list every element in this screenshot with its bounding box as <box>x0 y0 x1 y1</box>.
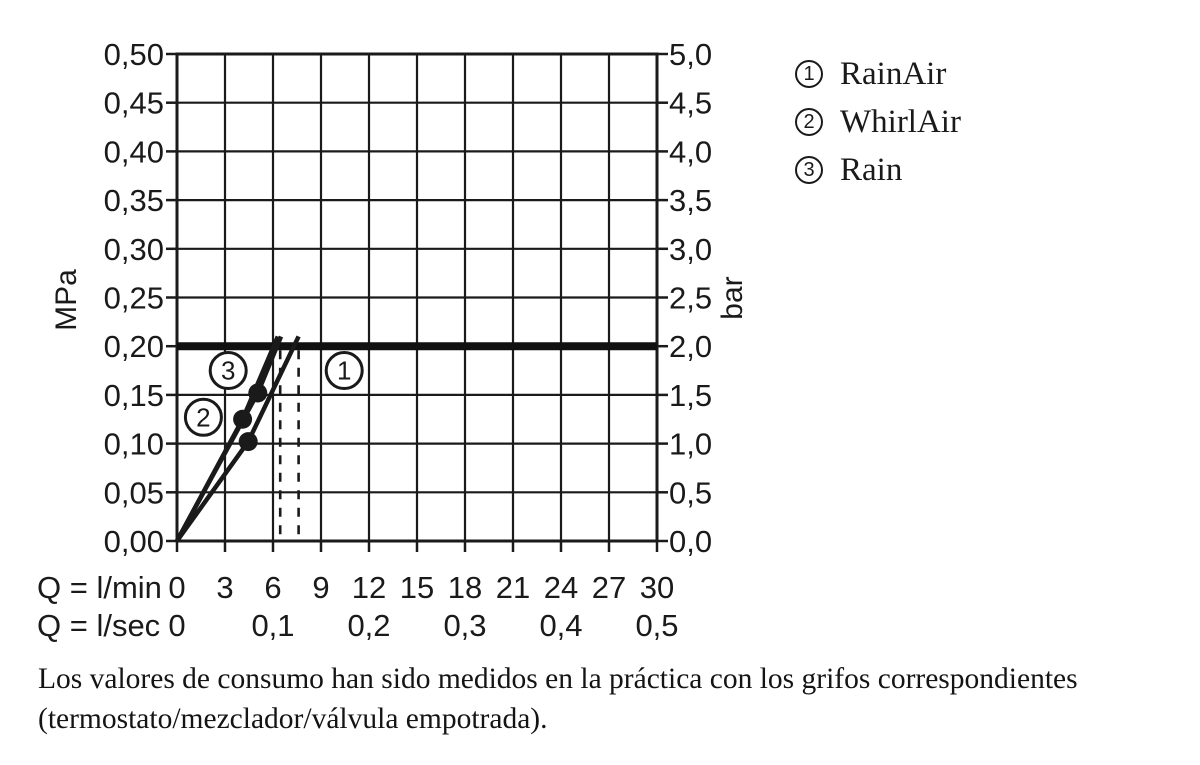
x-lmin-tick-label: 21 <box>496 570 530 605</box>
x-lmin-tick-label: 0 <box>168 570 185 605</box>
legend-label-rain: Rain <box>840 151 903 188</box>
legend-item-rain: 3 Rain <box>795 146 961 194</box>
x-lsec-tick-label: 0,3 <box>443 608 486 643</box>
curve-badge-circle-2 <box>183 397 223 437</box>
y-left-tick-label: 0,05 <box>104 475 164 510</box>
legend-badge-2: 2 <box>795 108 823 136</box>
x-lsec-tick-label: 0 <box>168 608 185 643</box>
x-lsec-tick-label: 0,4 <box>539 608 582 643</box>
y-right-tick-label: 3,0 <box>669 232 712 267</box>
curve-badge-number-2: 2 <box>196 402 210 432</box>
x-lsec-tick-label: 0,2 <box>347 608 390 643</box>
legend: 1 RainAir 2 WhirlAir 3 Rain <box>795 50 961 194</box>
y-right-tick-label: 3,5 <box>669 183 712 218</box>
y-right-tick-label: 0,5 <box>669 475 712 510</box>
x-lmin-tick-label: 9 <box>312 570 329 605</box>
legend-number-1: 1 <box>803 62 815 85</box>
curve-badge-number-1: 1 <box>337 356 351 386</box>
x-lmin-tick-label: 6 <box>264 570 281 605</box>
x-lmin-tick-label: 12 <box>352 570 386 605</box>
curve-badge-circle-1 <box>324 351 364 391</box>
y-right-tick-label: 0,0 <box>669 524 712 559</box>
x-lmin-tick-label: 3 <box>216 570 233 605</box>
y-right-tick-label: 5,0 <box>669 37 712 72</box>
series-dot-rain <box>248 383 268 403</box>
y-axis-left-unit: MPa <box>50 269 83 331</box>
y-left-tick-label: 0,50 <box>104 37 164 72</box>
y-left-tick-label: 0,00 <box>104 524 164 559</box>
curve-badge-number-3: 3 <box>221 356 235 386</box>
x-lsec-tick-label: 0,1 <box>251 608 294 643</box>
y-left-tick-label: 0,45 <box>104 86 164 121</box>
y-right-tick-label: 2,0 <box>669 329 712 364</box>
legend-item-whirlair: 2 WhirlAir <box>795 98 961 146</box>
y-right-tick-label: 4,5 <box>669 86 712 121</box>
legend-badge-1: 1 <box>795 60 823 88</box>
x-lmin-tick-label: 15 <box>400 570 434 605</box>
legend-number-2: 2 <box>803 110 815 133</box>
y-left-tick-label: 0,35 <box>104 183 164 218</box>
y-right-tick-label: 1,5 <box>669 378 712 413</box>
x-axis-row1-label: Q = l/min <box>37 570 162 605</box>
curve-badge-circle-3 <box>208 351 248 391</box>
y-right-tick-label: 2,5 <box>669 281 712 316</box>
series-dot-rainair <box>238 432 258 452</box>
legend-label-whirlair: WhirlAir <box>840 103 961 140</box>
x-lmin-tick-label: 30 <box>640 570 674 605</box>
caption-line-1: Los valores de consumo han sido medidos … <box>38 663 1078 695</box>
x-lmin-tick-label: 27 <box>592 570 626 605</box>
y-left-tick-label: 0,15 <box>104 378 164 413</box>
x-lsec-tick-label: 0,5 <box>635 608 678 643</box>
y-left-tick-label: 0,10 <box>104 427 164 462</box>
legend-item-rainair: 1 RainAir <box>795 50 961 98</box>
y-right-tick-label: 1,0 <box>669 427 712 462</box>
x-axis-row2-label: Q = l/sec <box>37 608 160 643</box>
caption-line-2: (termostato/mezclador/válvula empotrada)… <box>38 703 548 735</box>
x-lmin-tick-label: 18 <box>448 570 482 605</box>
y-left-tick-label: 0,25 <box>104 281 164 316</box>
legend-label-rainair: RainAir <box>840 55 947 92</box>
x-lmin-tick-label: 24 <box>544 570 578 605</box>
y-left-tick-label: 0,30 <box>104 232 164 267</box>
consumption-note: Los valores de consumo han sido medidos … <box>38 659 1168 739</box>
legend-badge-3: 3 <box>795 156 823 184</box>
y-axis-right-unit: bar <box>716 276 749 319</box>
y-left-tick-label: 0,20 <box>104 329 164 364</box>
legend-number-3: 3 <box>803 158 815 181</box>
y-left-tick-label: 0,40 <box>104 134 164 169</box>
y-right-tick-label: 4,0 <box>669 134 712 169</box>
